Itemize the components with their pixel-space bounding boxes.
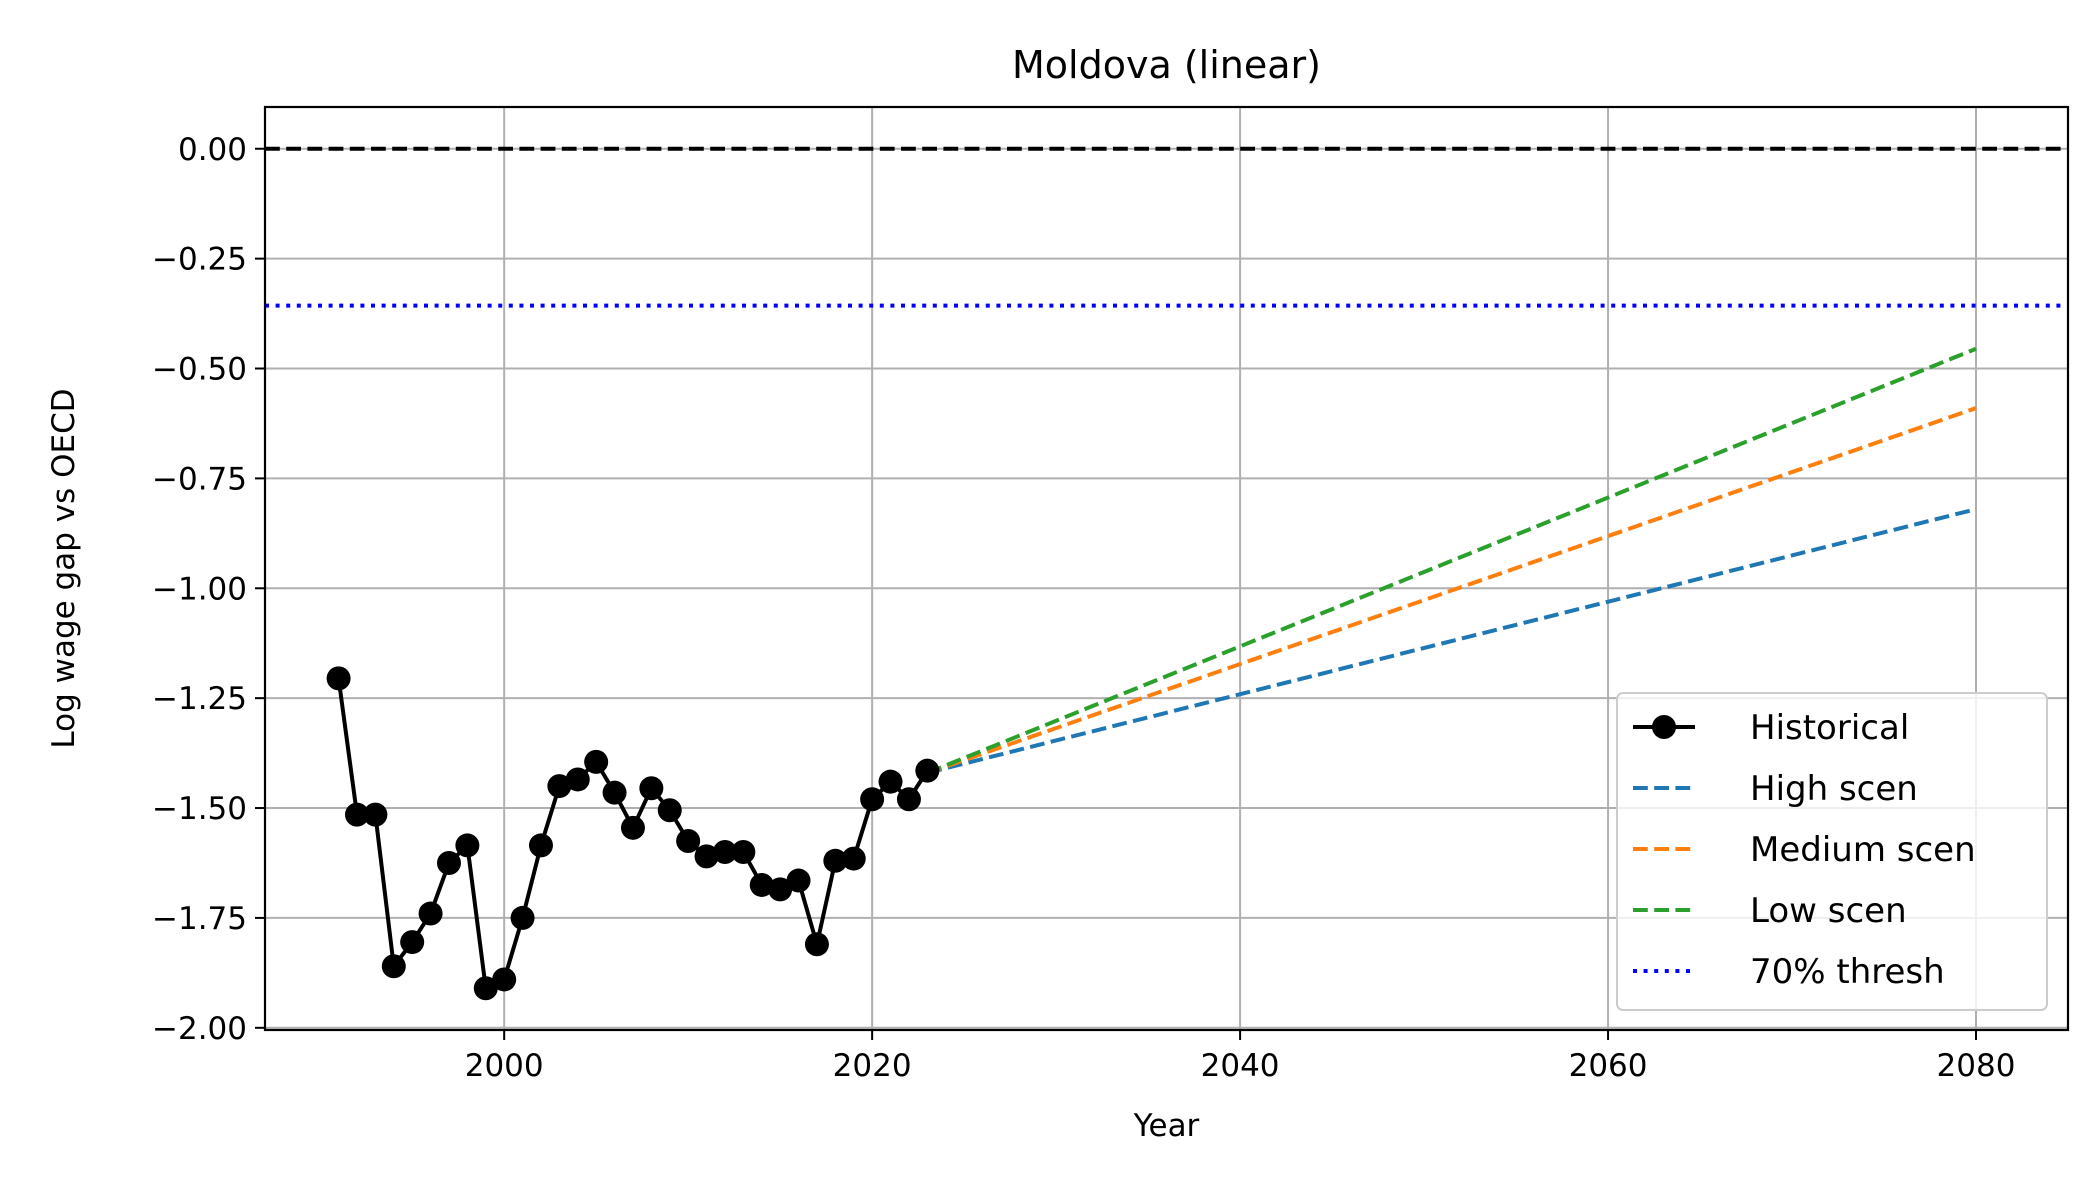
data-point	[896, 787, 921, 812]
legend: Historical High scen Medium scen Low scen 70…	[1616, 692, 2048, 1011]
x-tick-label: 2060	[1569, 1048, 1648, 1084]
reference-lines	[265, 146, 2068, 308]
data-point	[602, 780, 627, 805]
plot-frame	[263, 105, 2070, 1032]
chart-title: Moldova (linear)	[1012, 43, 1321, 87]
data-point	[749, 872, 774, 897]
data-point	[915, 758, 940, 783]
y-tick-label: −0.25	[152, 242, 247, 278]
data-point	[455, 833, 480, 858]
data-point	[712, 839, 737, 864]
legend-label-medium-scen: Medium scen	[1750, 830, 1976, 870]
data-point	[841, 846, 866, 871]
x-tick-label: 2000	[465, 1048, 544, 1084]
data-point	[620, 815, 645, 840]
y-tick-label: −1.50	[152, 791, 247, 827]
data-point	[657, 798, 682, 823]
legend-box	[1616, 692, 2048, 1011]
data-point	[473, 976, 498, 1001]
data-point	[492, 967, 517, 992]
data-point	[381, 954, 406, 979]
y-tick-label: −1.25	[152, 681, 247, 717]
data-point	[639, 776, 664, 801]
y-tick-label: −1.00	[152, 571, 247, 607]
legend-label-high-scen: High scen	[1750, 769, 1918, 809]
series-line-low-scen	[926, 346, 1977, 775]
data-point	[565, 767, 590, 792]
ticks: 2000 2020 2040 2060 2080 0.00 −0.25 −0.50 −0.75 −…	[152, 132, 2015, 1084]
y-tick-label: −0.50	[152, 352, 247, 388]
data-point	[344, 802, 369, 827]
data-point	[860, 787, 885, 812]
data-point	[547, 774, 572, 799]
series-line-medium-scen	[926, 406, 1977, 775]
data-point	[768, 877, 793, 902]
x-tick-label: 2040	[1201, 1048, 1280, 1084]
y-tick-label: −2.00	[152, 1011, 247, 1047]
data-point	[823, 848, 848, 873]
data-point	[878, 769, 903, 794]
data-point	[400, 930, 425, 955]
x-tick-label: 2080	[1937, 1048, 2016, 1084]
y-tick-label: −1.75	[152, 901, 247, 937]
data-point	[510, 905, 535, 930]
data-point	[584, 749, 609, 774]
y-axis-title: Log wage gap vs OECD	[46, 388, 82, 748]
series-line-high-scen	[926, 507, 1977, 775]
legend-label-historical: Historical	[1750, 708, 1909, 748]
y-tick-label: 0.00	[178, 132, 247, 168]
data-point	[418, 901, 443, 926]
series	[326, 346, 1977, 1001]
data-point	[363, 802, 388, 827]
x-axis-title: Year	[1133, 1108, 1200, 1144]
data-point	[528, 833, 553, 858]
legend-marker	[1652, 715, 1676, 739]
data-point	[731, 839, 756, 864]
legend-label-low-scen: Low scen	[1750, 891, 1907, 931]
legend-label-70-thresh: 70% thresh	[1750, 952, 1945, 992]
data-point	[786, 868, 811, 893]
data-point	[804, 932, 829, 957]
data-point	[694, 844, 719, 869]
data-point	[436, 850, 461, 875]
y-tick-label: −0.75	[152, 461, 247, 497]
data-point	[676, 829, 701, 854]
x-tick-label: 2020	[833, 1048, 912, 1084]
data-point	[326, 666, 351, 691]
